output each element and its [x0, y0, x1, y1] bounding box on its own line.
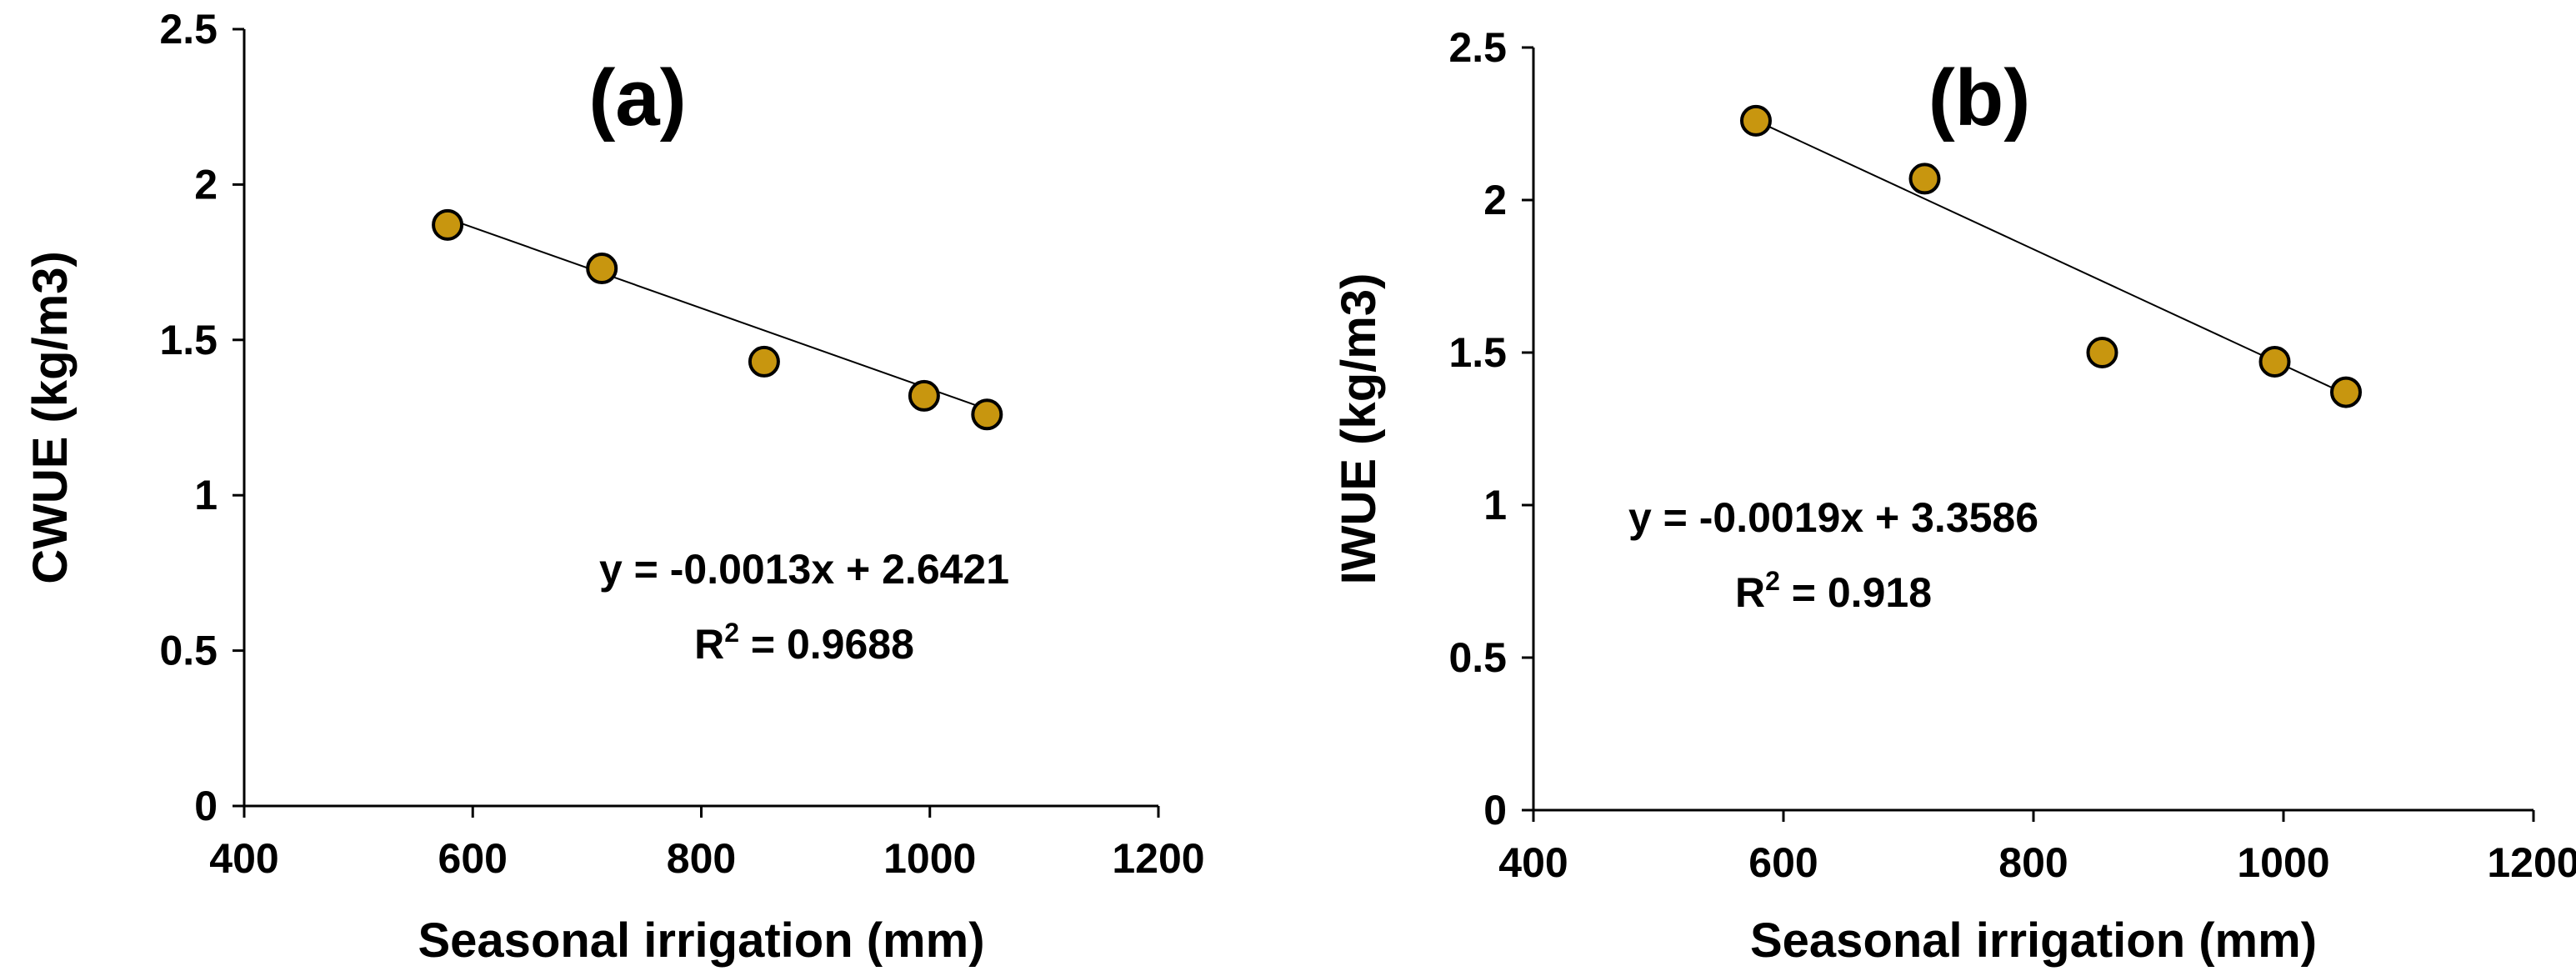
r-squared-prefix: R: [1735, 569, 1765, 616]
panel-b: 0 0.5 1 1.5 2 2.5 400 600 800 1000 1200 (b) y = -0.0…: [1332, 24, 2576, 968]
data-point: [2258, 345, 2291, 378]
data-point: [748, 345, 780, 378]
y-tick-label: 0: [194, 783, 218, 829]
x-tick-label: 1200: [1112, 835, 1204, 882]
y-tick-label: 1.5: [159, 317, 218, 363]
x-tick-label: 400: [209, 835, 278, 882]
x-tick-label: 600: [438, 835, 508, 882]
y-tick-label: 0.5: [159, 628, 218, 674]
y-tick-label: 1: [194, 472, 218, 518]
data-point: [1740, 104, 1772, 137]
x-tick-label: 1000: [883, 835, 976, 882]
x-axis-title: Seasonal irrigation (mm): [418, 913, 984, 968]
data-point: [586, 253, 618, 285]
panel-label: (b): [1928, 53, 2031, 143]
y-tick-label: 0: [1483, 787, 1507, 833]
y-tick-label: 1.5: [1448, 329, 1507, 376]
r-squared-value: = 0.9688: [739, 621, 914, 668]
data-point: [432, 208, 464, 241]
x-tick-label: 800: [667, 835, 736, 882]
y-tick-label: 2: [1483, 177, 1507, 223]
panel-a: 0 0.5 1 1.5 2 2.5 400 600 800 1000 1200 (a) y = -0.0…: [23, 6, 1205, 968]
trend-equation: y = -0.0013x + 2.6421: [599, 546, 1009, 593]
r-squared-exponent: 2: [724, 618, 739, 648]
trend-equation: y = -0.0019x + 3.3586: [1628, 494, 2038, 541]
x-tick-label: 400: [1498, 839, 1568, 886]
y-tick-label: 2: [194, 161, 218, 208]
x-tick-label: 1000: [2237, 839, 2329, 886]
panel-label: (a): [588, 53, 686, 143]
trend-line: [447, 218, 988, 410]
data-point: [2086, 337, 2118, 368]
x-tick-label: 800: [1998, 839, 2068, 886]
data-point: [971, 398, 1003, 431]
x-axis-title: Seasonal irrigation (mm): [1750, 913, 2317, 968]
trend-line: [1755, 119, 2347, 395]
data-point: [1908, 163, 1941, 195]
r-squared: R2 = 0.918: [1735, 566, 1932, 616]
y-tick-label: 2.5: [1448, 24, 1507, 71]
x-tick-label: 600: [1748, 839, 1818, 886]
y-axis-title: IWUE (kg/m3): [1332, 273, 1386, 585]
r-squared-exponent: 2: [1765, 566, 1780, 596]
y-tick-label: 2.5: [159, 6, 218, 53]
x-tick-label: 1200: [2487, 839, 2576, 886]
r-squared-prefix: R: [694, 621, 724, 668]
r-squared: R2 = 0.9688: [694, 618, 914, 668]
r-squared-value: = 0.918: [1780, 569, 1932, 616]
y-tick-label: 0.5: [1448, 634, 1507, 681]
data-point: [2330, 376, 2362, 408]
y-tick-label: 1: [1483, 482, 1507, 528]
y-axis-title: CWUE (kg/m3): [23, 251, 78, 584]
data-point: [908, 379, 940, 412]
